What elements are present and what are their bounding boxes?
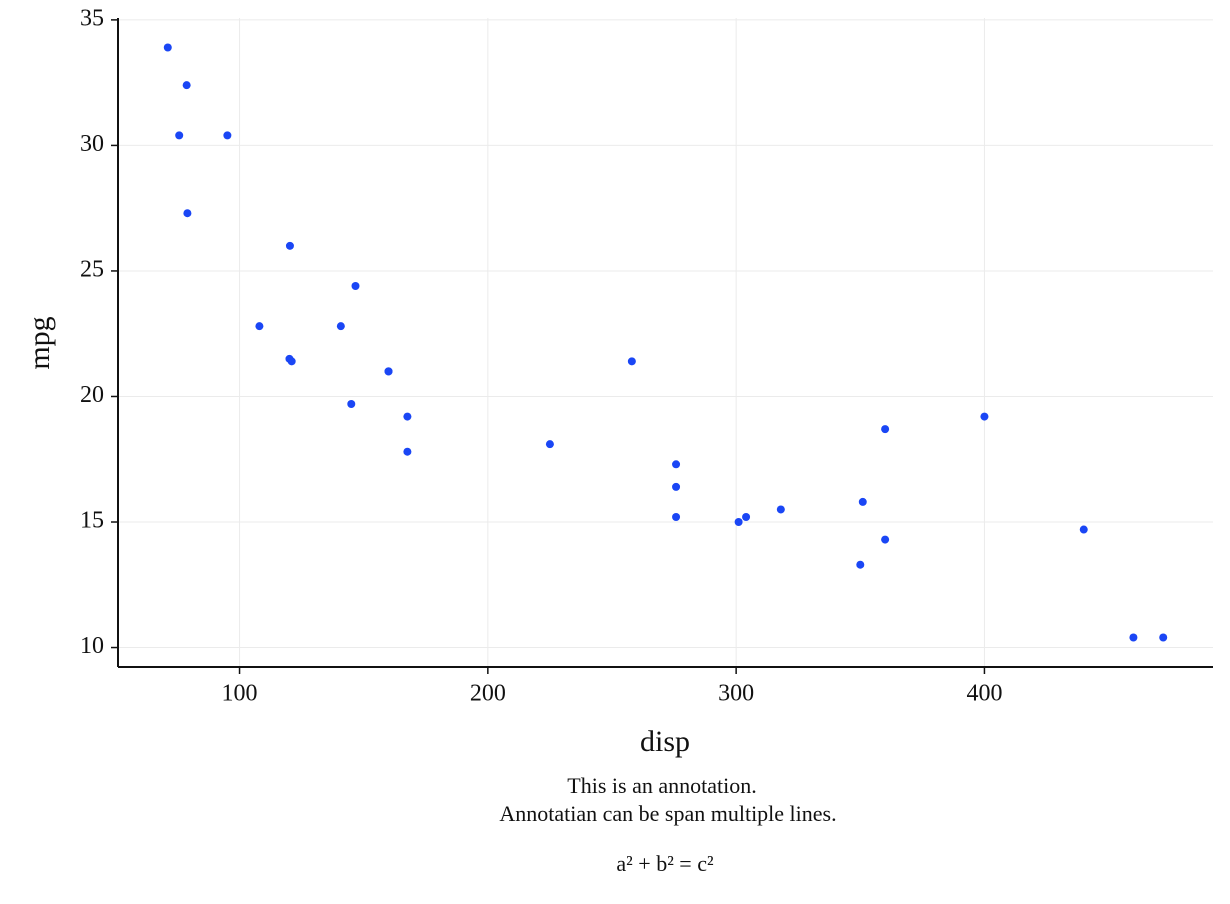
point	[182, 81, 191, 90]
point	[881, 425, 890, 434]
point	[1079, 525, 1088, 534]
y-tick-label: 25	[80, 256, 104, 282]
annotation: This is an annotation.	[567, 773, 756, 798]
point	[627, 357, 636, 366]
point	[1129, 633, 1138, 642]
point	[672, 512, 681, 521]
point	[734, 518, 743, 527]
point	[351, 282, 360, 291]
point	[545, 440, 554, 449]
point	[1159, 633, 1168, 642]
point	[285, 241, 294, 250]
point	[672, 482, 681, 491]
point	[287, 357, 296, 366]
point	[881, 535, 890, 544]
point	[347, 400, 356, 409]
point	[223, 131, 232, 140]
x-tick-label: 400	[966, 681, 1002, 707]
x-tick-label: 200	[470, 681, 506, 707]
y-tick-label: 20	[80, 382, 104, 408]
y-tick-label: 30	[80, 131, 104, 157]
point	[403, 447, 412, 456]
y-tick-label: 15	[80, 508, 104, 534]
x-tick-label: 100	[222, 681, 258, 707]
point	[980, 412, 989, 421]
point	[776, 505, 785, 514]
annotation: Annotatian can be span multiple lines.	[499, 801, 836, 826]
x-tick-label: 300	[718, 681, 754, 707]
point	[403, 412, 412, 421]
point	[672, 460, 681, 469]
point	[384, 367, 393, 376]
point	[255, 322, 264, 331]
y-tick-label: 35	[80, 5, 104, 31]
y-axis-label: mpg	[23, 316, 56, 369]
point	[183, 209, 192, 218]
point	[163, 43, 172, 52]
point	[175, 131, 184, 140]
point	[856, 560, 865, 569]
point	[858, 497, 867, 506]
y-tick-label: 10	[80, 633, 104, 659]
point	[336, 322, 345, 331]
annotation-formula: a² + b² = c²	[616, 851, 714, 876]
point	[742, 512, 751, 521]
x-axis-label: disp	[640, 725, 690, 758]
